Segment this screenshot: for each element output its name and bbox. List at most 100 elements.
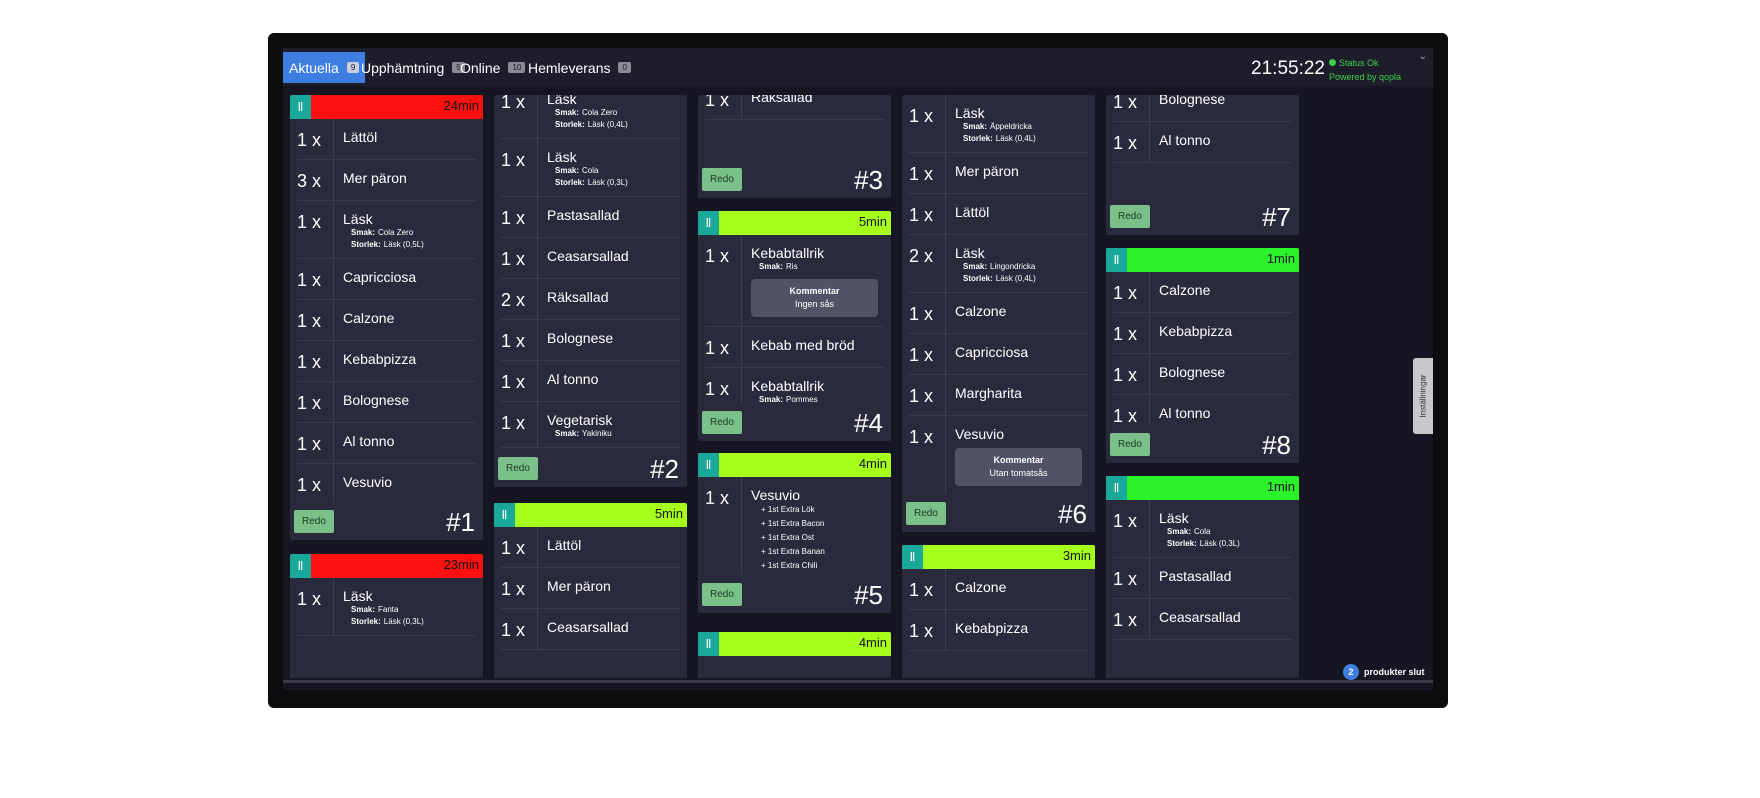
item-details: Kebabpizza (333, 341, 476, 381)
item-quantity: 1 x (909, 621, 934, 641)
order-ticket-header: Ⅱ 3min (902, 545, 1095, 569)
order-ticket-header: Ⅱ 5min (494, 503, 687, 527)
item-details: Räksallad (741, 95, 884, 119)
item-name: Räksallad (751, 95, 813, 105)
item-details: Margharita (945, 375, 1088, 415)
item-comment: Kommentar Utan tomatsås (955, 448, 1082, 486)
chevron-down-icon[interactable]: ⌄ (1418, 51, 1427, 62)
order-ticket-header: Ⅱ 23min (290, 554, 483, 578)
item-quantity: 3 x (297, 171, 322, 191)
modifier-key: Smak: (759, 262, 784, 271)
item-modifier: Smak: Lingondricka (955, 261, 1088, 273)
order-ticket-header: Ⅱ 5min (698, 211, 891, 235)
item-quantity: 1 x (501, 249, 526, 269)
settings-label: Inställningar (1418, 374, 1428, 418)
item-quantity: 1 x (501, 331, 526, 351)
tab-hemleverans[interactable]: Hemleverans 0 (522, 52, 637, 83)
order-line-item: 1 x Ceasarsallad (1113, 599, 1292, 640)
order-elapsed-time: 24min (443, 98, 479, 113)
item-name: Läsk (547, 149, 577, 165)
sold-out-indicator[interactable]: 2 produkter slut (1343, 664, 1425, 680)
modifier-value: Pommes (786, 395, 818, 404)
redo-button[interactable]: Redo (702, 583, 742, 606)
modifier-key: Storlek: (963, 134, 993, 143)
tab-aktuella[interactable]: Aktuella 9 (283, 52, 366, 83)
order-line-item: 1 x Läsk Smak: Cola Zero Storlek: Läsk (0,4L) (501, 95, 680, 139)
item-details: Räksallad (537, 279, 680, 319)
order-line-item: 1 x Kebabpizza (297, 341, 476, 382)
modifier-value: Läsk (0,4L) (587, 120, 628, 129)
modifier-key: Storlek: (1167, 539, 1197, 548)
modifier-key: Storlek: (555, 178, 585, 187)
item-modifier: Smak: Ris (751, 261, 884, 273)
tab-count-badge: 0 (618, 62, 631, 73)
comment-title: Kommentar (993, 455, 1044, 465)
redo-button[interactable]: Redo (1110, 205, 1150, 228)
item-name: Kebabtallrik (751, 378, 825, 394)
order-card: 1 x Räksallad Redo #3 (698, 95, 891, 198)
item-details: Bolognese (333, 382, 476, 422)
order-card-footer: Redo #1 (290, 502, 483, 540)
tab-online[interactable]: Online 10 (454, 52, 531, 83)
item-name: Bolognese (1159, 95, 1226, 107)
item-details: Läsk Smak: Lingondricka Storlek: Läsk (0,4L) (945, 235, 1088, 292)
item-name: Kebabtallrik (751, 245, 825, 261)
item-details: Capricciosa (945, 334, 1088, 374)
item-name: Pastasallad (547, 207, 620, 223)
item-addon: + 1st Extra Bacon (761, 519, 825, 528)
item-quantity: 1 x (1113, 406, 1138, 426)
tab-count-badge: 10 (508, 62, 526, 73)
item-name: Bolognese (343, 392, 410, 408)
item-name: Räksallad (547, 289, 609, 305)
cutlery-icon: Ⅱ (1106, 248, 1127, 272)
settings-tab[interactable]: Inställningar (1413, 358, 1433, 434)
order-elapsed-time: 5min (858, 214, 887, 229)
tab-upphamtning[interactable]: Upphämtning 5 (355, 52, 471, 83)
cutlery-icon: Ⅱ (698, 211, 719, 235)
order-line-item: 1 x Ceasarsallad (501, 609, 680, 650)
order-line-item: 1 x Calzone (1113, 272, 1292, 313)
order-line-item: 1 x Margharita (909, 375, 1088, 416)
item-modifier: Smak: Äppeldricka (955, 121, 1088, 133)
order-line-item: 1 x Läsk Smak: Äppeldricka Storlek: Läsk (0,4… (909, 95, 1088, 153)
item-addon: + 1st Extra Lök (761, 505, 815, 514)
redo-button[interactable]: Redo (702, 411, 742, 434)
order-card-footer: Redo #4 (698, 403, 891, 441)
item-quantity: 1 x (1113, 365, 1138, 385)
item-quantity: 1 x (501, 208, 526, 228)
item-quantity: 1 x (909, 580, 934, 600)
item-details: Al tonno (1149, 395, 1292, 435)
redo-button[interactable]: Redo (294, 510, 334, 533)
status-text: Status Ok (1338, 58, 1379, 68)
item-name: Capricciosa (343, 269, 417, 285)
item-details: Vesuvio Kommentar Utan tomatsås (945, 416, 1088, 495)
redo-button[interactable]: Redo (1110, 433, 1150, 456)
redo-button[interactable]: Redo (498, 457, 538, 480)
item-quantity: 1 x (705, 379, 730, 399)
item-modifier: Smak: Cola (547, 165, 680, 177)
item-modifier: Storlek: Läsk (0,4L) (955, 133, 1088, 145)
redo-button[interactable]: Redo (906, 502, 946, 525)
item-modifier: Storlek: Läsk (0,3L) (1159, 538, 1292, 550)
order-card: Ⅱ 4min 1 x Vesuvio + 1st Extra Lök + 1st Extr… (698, 453, 891, 613)
order-line-item: 1 x Bolognese (501, 320, 680, 361)
order-number: #7 (1262, 202, 1291, 232)
item-details: Läsk Smak: Fanta Storlek: Läsk (0,3L) (333, 578, 476, 635)
item-name: Läsk (343, 211, 373, 227)
order-line-item: 1 x Lättöl (297, 119, 476, 160)
order-number: #1 (446, 507, 475, 537)
item-quantity: 1 x (909, 164, 934, 184)
order-ticket-header: Ⅱ 4min (698, 453, 891, 477)
item-details: Ceasarsallad (1149, 599, 1292, 639)
order-card: Ⅱ 24min 1 x Lättöl 3 x Mer päron 1 x Läsk Smak: C… (290, 95, 483, 540)
order-line-item: 1 x Bolognese (1113, 354, 1292, 395)
redo-button[interactable]: Redo (702, 168, 742, 191)
item-modifier: Storlek: Läsk (0,3L) (547, 177, 680, 189)
modifier-key: Smak: (555, 429, 580, 438)
item-quantity: 1 x (1113, 511, 1138, 531)
modifier-value: Cola (582, 166, 599, 175)
modifier-value: Yakiniku (582, 429, 612, 438)
sold-out-label: produkter slut (1364, 667, 1425, 677)
modifier-value: Ris (786, 262, 798, 271)
tab-label: Hemleverans (528, 59, 611, 76)
